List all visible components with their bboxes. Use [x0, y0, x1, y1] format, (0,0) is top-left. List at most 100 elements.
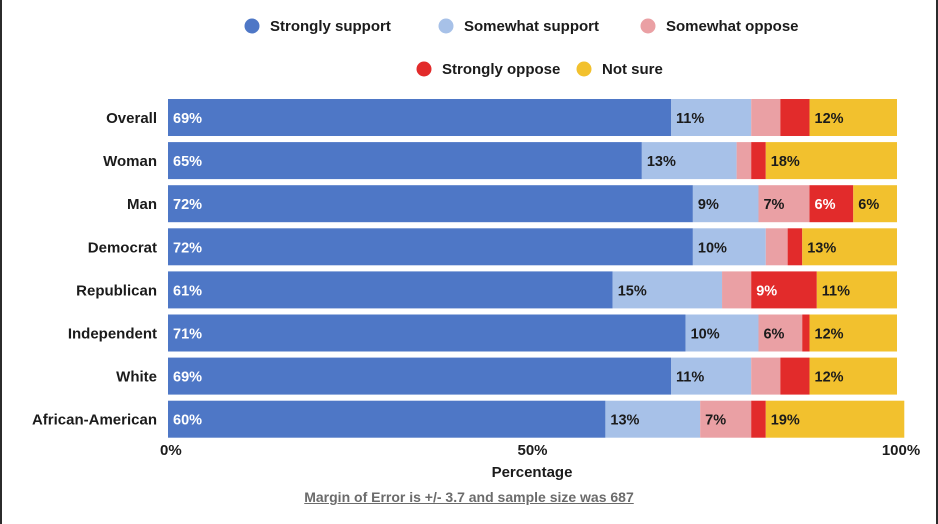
- category-label: Woman: [103, 153, 157, 170]
- data-label: 69%: [173, 111, 202, 127]
- legend-item-strongly-oppose: Strongly oppose: [416, 61, 560, 78]
- bar-row-white: [168, 357, 897, 395]
- legend-item-not-sure: Not sure: [576, 61, 663, 78]
- chart-bars: [168, 99, 905, 438]
- bar-segment-strongly-support: [168, 314, 686, 352]
- bar-segment-not-sure: [765, 142, 897, 180]
- bar-segment-strongly-oppose: [751, 142, 766, 180]
- data-label: 11%: [676, 111, 704, 127]
- bar-row-republican: [168, 271, 897, 309]
- bar-segment-strongly-support: [168, 271, 613, 309]
- bar-segment-not-sure: [809, 357, 897, 395]
- bar-segment-somewhat-support: [671, 357, 752, 395]
- chart-legend: Strongly support Somewhat support Somewhat…: [244, 18, 799, 78]
- category-label: Overall: [106, 110, 157, 127]
- x-tick-label: 100%: [882, 442, 920, 459]
- data-label: 60%: [173, 413, 202, 429]
- legend-label: Strongly support: [270, 18, 391, 35]
- bar-segment-not-sure: [809, 99, 897, 136]
- bar-segment-strongly-oppose: [780, 357, 810, 395]
- legend-swatch-strongly-oppose: [416, 61, 432, 77]
- category-label: Democrat: [88, 239, 157, 256]
- legend-label: Not sure: [602, 61, 663, 78]
- bar-segment-strongly-support: [168, 142, 642, 180]
- x-axis: 0% 50% 100% Percentage: [160, 442, 920, 481]
- data-label: 7%: [705, 413, 726, 429]
- category-label: Man: [127, 196, 157, 213]
- data-label: 15%: [618, 283, 647, 299]
- bar-segment-not-sure: [853, 185, 897, 223]
- bar-segment-strongly-support: [168, 400, 606, 438]
- bar-segment-strongly-support: [168, 228, 693, 266]
- data-label: 18%: [771, 154, 800, 170]
- data-label: 72%: [173, 197, 202, 213]
- data-labels: 69% 11% 12% 65% 13% 18% 72% 9% 7% 6% 6% 72% 10% 13% 61…: [173, 111, 879, 429]
- bar-segment-strongly-oppose: [802, 314, 810, 352]
- data-label: 13%: [647, 154, 676, 170]
- bar-segment-not-sure: [802, 228, 897, 266]
- data-label: 11%: [676, 370, 704, 386]
- data-label: 11%: [822, 283, 850, 299]
- data-label: 9%: [698, 197, 719, 213]
- bar-segment-somewhat-support: [605, 400, 701, 438]
- data-label: 12%: [815, 370, 844, 386]
- data-label: 69%: [173, 370, 202, 386]
- data-label: 12%: [815, 327, 844, 343]
- bar-segment-somewhat-support: [612, 271, 723, 309]
- bar-segment-strongly-oppose: [751, 271, 817, 309]
- bar-segment-strongly-support: [168, 357, 672, 395]
- bar-segment-strongly-oppose: [751, 400, 766, 438]
- category-label: African-American: [32, 412, 157, 429]
- data-label: 10%: [698, 240, 727, 256]
- bar-segment-somewhat-oppose: [751, 357, 781, 395]
- category-label: Republican: [76, 282, 157, 299]
- legend-label: Somewhat support: [464, 18, 599, 35]
- bar-segment-strongly-support: [168, 185, 693, 223]
- legend-item-strongly-support: Strongly support: [244, 18, 391, 35]
- legend-swatch-not-sure: [576, 61, 592, 77]
- bar-segment-somewhat-support: [692, 228, 766, 266]
- data-label: 7%: [763, 197, 784, 213]
- bar-row-man: [168, 185, 897, 223]
- bar-segment-somewhat-oppose: [722, 271, 752, 309]
- legend-item-somewhat-support: Somewhat support: [438, 18, 599, 35]
- legend-label: Strongly oppose: [442, 61, 560, 78]
- bar-segment-strongly-oppose: [809, 185, 854, 223]
- legend-swatch-somewhat-oppose: [640, 18, 656, 34]
- data-label: 65%: [173, 154, 202, 170]
- category-labels: Overall Woman Man Democrat Republican Indepen…: [32, 110, 157, 429]
- x-axis-title: Percentage: [492, 464, 573, 481]
- bar-segment-somewhat-oppose: [758, 314, 803, 352]
- legend-swatch-strongly-support: [244, 18, 260, 34]
- bar-row-democrat: [168, 228, 897, 266]
- bar-segment-somewhat-support: [671, 99, 752, 136]
- data-label: 6%: [763, 327, 784, 343]
- data-label: 6%: [815, 197, 836, 213]
- footnote-text: Margin of Error is +/- 3.7 and sample si…: [304, 489, 634, 505]
- data-label: 71%: [173, 327, 202, 343]
- legend-label: Somewhat oppose: [666, 18, 799, 35]
- bar-segment-somewhat-support: [692, 185, 759, 223]
- footnote: Margin of Error is +/- 3.7 and sample si…: [0, 489, 938, 505]
- bar-segment-not-sure: [809, 314, 897, 352]
- bar-segment-strongly-support: [168, 99, 672, 136]
- legend-item-somewhat-oppose: Somewhat oppose: [640, 18, 799, 35]
- bar-segment-somewhat-oppose: [736, 142, 752, 180]
- bar-segment-somewhat-support: [685, 314, 759, 352]
- bar-segment-somewhat-oppose: [751, 99, 781, 136]
- data-label: 13%: [610, 413, 639, 429]
- category-label: Independent: [68, 326, 157, 343]
- bar-segment-somewhat-oppose: [700, 400, 752, 438]
- bar-row-woman: [168, 142, 897, 180]
- data-label: 72%: [173, 240, 202, 256]
- x-tick-label: 0%: [160, 442, 182, 459]
- bar-segment-somewhat-oppose: [765, 228, 788, 266]
- legend-swatch-somewhat-support: [438, 18, 454, 34]
- bar-segment-somewhat-oppose: [758, 185, 810, 223]
- bar-segment-not-sure: [765, 400, 905, 438]
- data-label: 9%: [756, 283, 777, 299]
- data-label: 19%: [771, 413, 800, 429]
- data-label: 10%: [691, 327, 720, 343]
